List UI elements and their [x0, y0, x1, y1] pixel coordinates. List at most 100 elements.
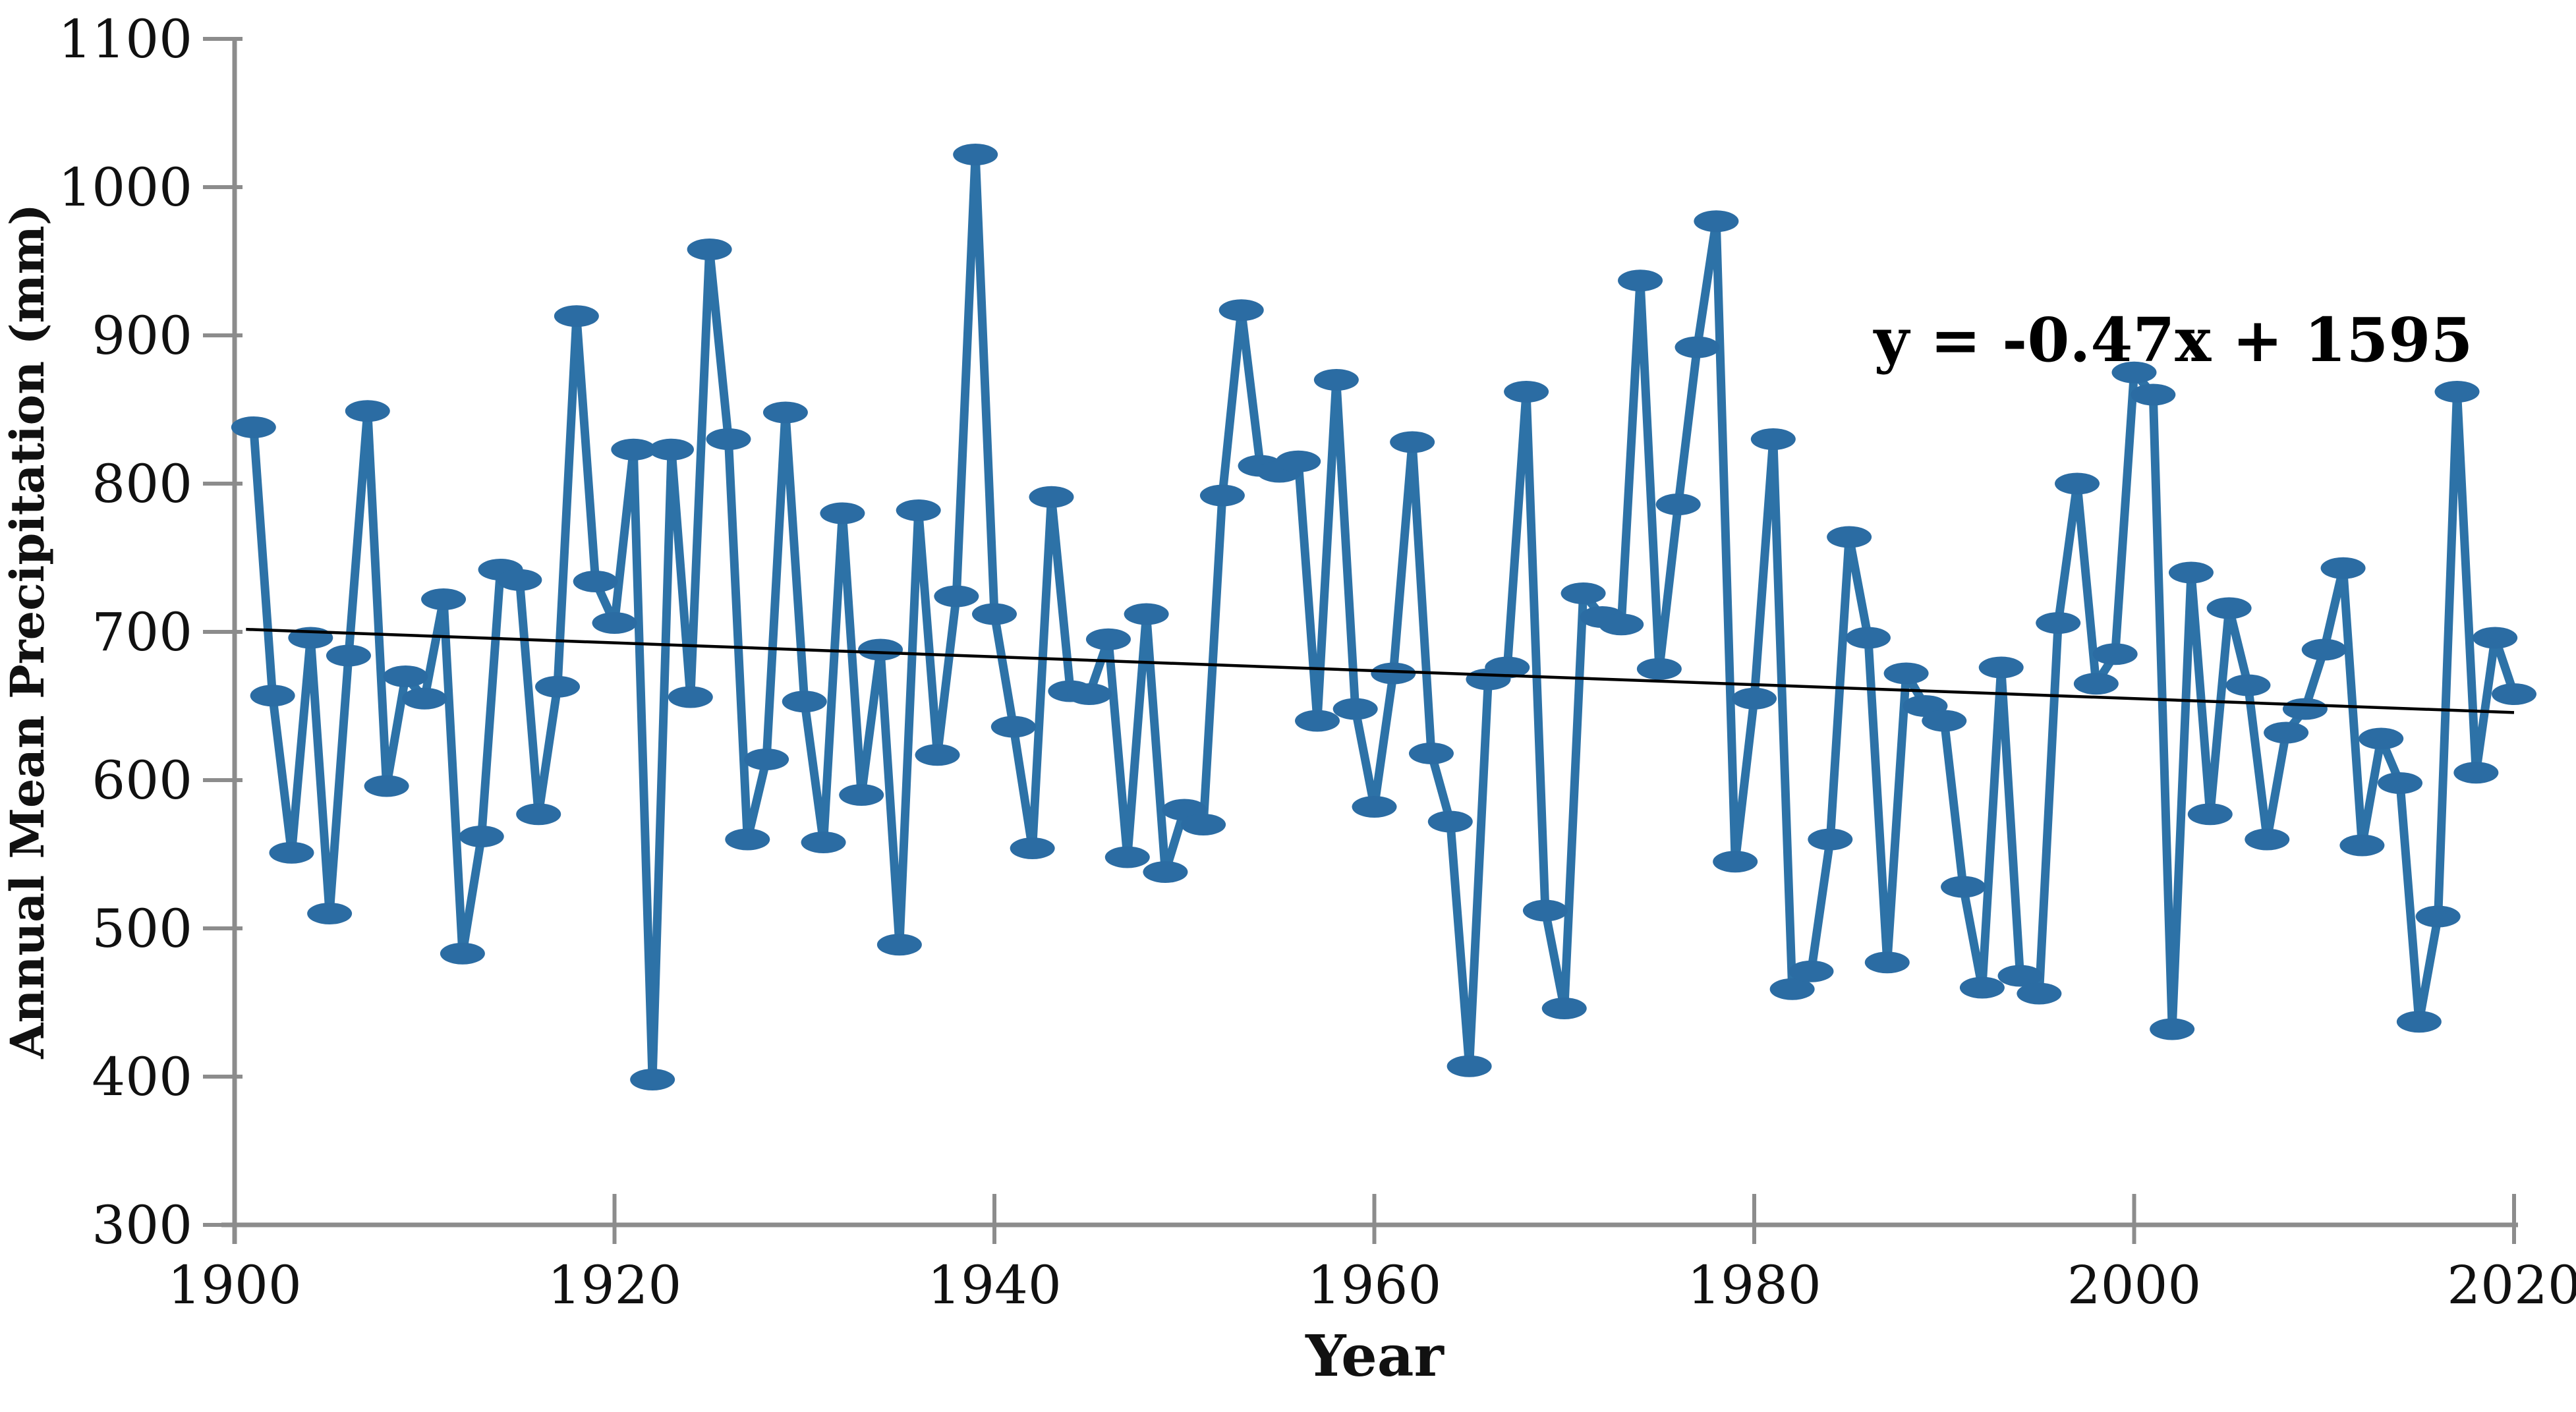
data-point [2187, 803, 2233, 826]
data-point [459, 826, 504, 847]
data-point [1143, 861, 1188, 883]
data-point [1618, 269, 1663, 292]
data-point [1427, 810, 1473, 833]
data-point [648, 438, 694, 461]
data-point [1941, 876, 1986, 898]
data-point [1978, 656, 2024, 679]
data-point [1997, 965, 2043, 987]
y-tick-label: 700 [92, 602, 192, 663]
data-point [2168, 561, 2214, 584]
data-point [440, 942, 485, 965]
data-point [744, 748, 789, 770]
data-point [1713, 851, 1758, 873]
data-point [345, 400, 390, 422]
data-point [2150, 1018, 2195, 1040]
data-point [2036, 612, 2081, 634]
data-point [554, 305, 599, 327]
data-point [2282, 698, 2328, 720]
data-point [2245, 828, 2290, 851]
data-point [2492, 683, 2536, 705]
data-point [2111, 361, 2157, 383]
y-tick-label: 900 [92, 305, 192, 366]
data-point [1959, 976, 2005, 999]
data-point [839, 784, 884, 806]
trendline-equation: y = -0.47x + 1595 [1873, 304, 2473, 376]
data-point [1485, 656, 1530, 679]
data-point [782, 691, 827, 713]
data-point [1408, 743, 1454, 764]
data-point [1504, 381, 1549, 403]
data-point [801, 832, 846, 853]
y-tick-label: 300 [92, 1195, 192, 1256]
y-tick-label: 800 [92, 453, 192, 515]
data-point [858, 638, 903, 661]
data-point [972, 603, 1017, 625]
data-point [953, 144, 998, 165]
data-point [1636, 658, 1682, 680]
data-point [250, 685, 295, 707]
data-point [592, 612, 637, 634]
data-point [383, 665, 428, 687]
trend-layer [246, 627, 2515, 714]
data-point [687, 239, 732, 260]
y-tick-label: 400 [92, 1046, 192, 1108]
data-point [497, 569, 542, 591]
data-point [2131, 383, 2176, 406]
data-point [1295, 710, 1340, 732]
data-point [421, 588, 467, 610]
data-point [2434, 381, 2480, 403]
data-point [2017, 982, 2062, 1005]
data-point [1883, 662, 1929, 685]
axes-layer: 300 400 500 600 700 800 900 1000 1100 1900 1920 194… [58, 9, 2576, 1316]
data-point [2320, 557, 2366, 579]
data-point [1332, 698, 1378, 720]
data-point [990, 716, 1036, 738]
data-point [820, 502, 865, 524]
data-point [1674, 336, 1720, 358]
data-point [1313, 369, 1359, 391]
data-point [934, 585, 979, 607]
data-point [2055, 472, 2100, 495]
data-point [516, 803, 561, 826]
data-point [2206, 597, 2252, 619]
x-tick-label: 1940 [927, 1255, 1062, 1316]
data-point [1808, 828, 1853, 851]
trend-line [246, 627, 2515, 714]
data-point [2473, 627, 2518, 649]
data-point [1922, 710, 1967, 732]
data-point [1694, 210, 1739, 233]
data-point [1218, 299, 1264, 322]
y-tick-label: 1100 [58, 9, 192, 70]
data-point [231, 416, 276, 438]
data-point [1067, 683, 1112, 705]
data-point [2359, 727, 2404, 750]
data-point [535, 675, 581, 698]
data-point [725, 828, 770, 851]
data-point [2225, 674, 2271, 696]
x-tick-label: 2000 [2067, 1255, 2202, 1316]
data-point [896, 499, 941, 521]
data-point [1199, 484, 1245, 507]
x-tick-label: 1980 [1687, 1255, 1821, 1316]
data-point [2378, 772, 2423, 794]
y-tick-label: 1000 [58, 157, 192, 218]
data-point [1655, 494, 1701, 515]
data-point [915, 744, 960, 766]
data-point [1446, 1055, 1492, 1077]
data-point [668, 686, 713, 708]
y-tick-label: 600 [92, 750, 192, 811]
y-axis-title: Annual Mean Precipitation (mm) [0, 204, 55, 1059]
data-point [1276, 450, 1321, 472]
data-point [2073, 673, 2119, 695]
x-tick-label: 2020 [2447, 1255, 2576, 1316]
x-tick-label: 1920 [548, 1255, 682, 1316]
data-point [1560, 582, 1606, 604]
x-tick-label: 1900 [167, 1255, 302, 1316]
data-point [2453, 762, 2499, 784]
data-point [402, 687, 447, 710]
data-point [611, 438, 656, 461]
data-point [573, 571, 618, 592]
data-point [1352, 796, 1397, 818]
